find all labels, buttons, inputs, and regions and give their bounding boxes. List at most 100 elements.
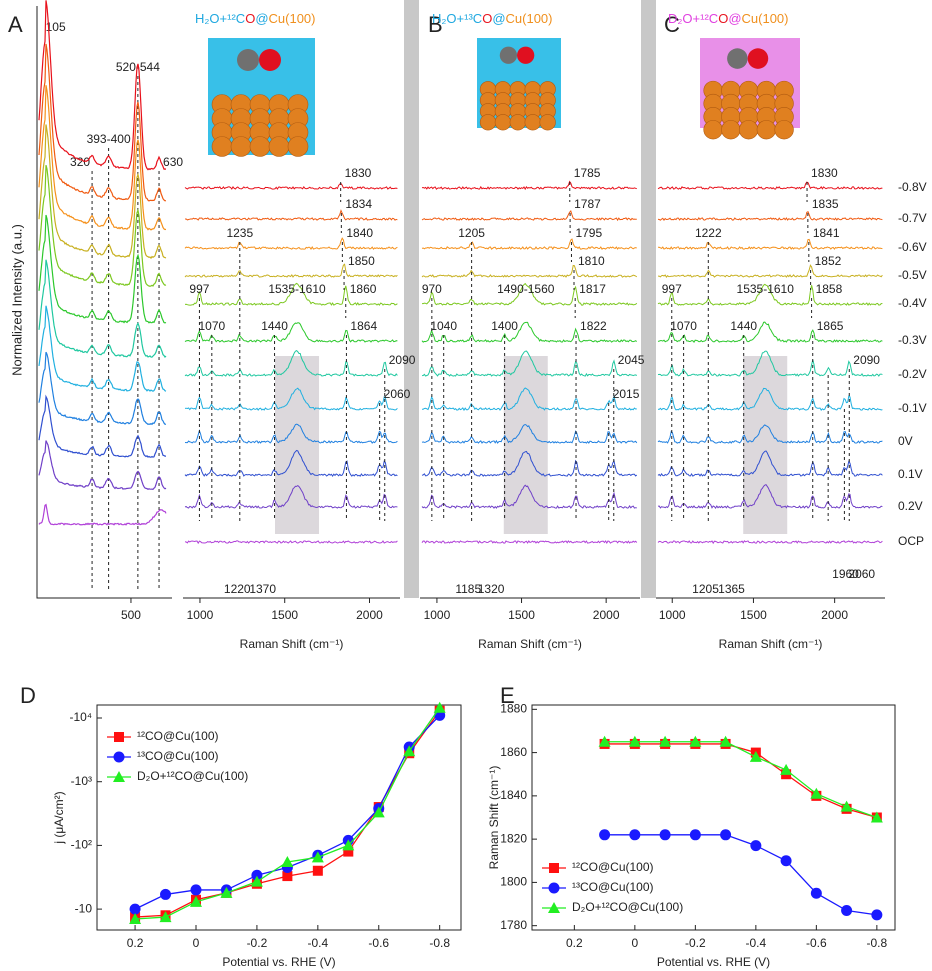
marker [113,771,125,782]
marker [548,882,560,894]
marker [810,887,822,899]
x-tick-label: 0 [632,936,639,950]
spectrum [657,283,883,307]
annotation: 1852 [815,254,842,268]
marker [659,735,672,747]
panel-label: C [664,12,680,37]
potential-label: -0.7V [898,211,927,225]
separator [641,0,656,598]
annotation: 1841 [813,226,840,240]
spectrum [657,350,883,377]
title-part: H₂O+¹³C [432,11,482,26]
x-tick-label: 2000 [593,608,620,622]
low-spectrum [38,394,166,458]
annotation: 1840 [346,226,373,240]
annotation: 1222 [695,226,722,240]
marker [810,787,823,799]
cu-atom [539,114,556,131]
spectrum [185,209,398,221]
marker [720,829,732,841]
annotation: 1535-1610 [268,282,326,296]
x-tick-label: -0.6 [806,936,827,950]
spectrum [184,449,398,478]
spectrum [421,264,638,278]
spectrum [184,183,398,190]
x-tick-label: 1500 [740,608,767,622]
title-part: D₂O+¹²C [668,11,718,26]
marker [841,905,853,917]
spectrum [184,322,398,343]
annotation: 630 [163,155,183,169]
marker [312,865,323,876]
x-tick-label: 0.2 [127,936,144,950]
spectrum [421,484,637,509]
spectrum [657,483,883,509]
marker [372,806,385,818]
y-tick-label: 1880 [500,701,527,715]
cu-atom [287,136,309,157]
title-part: @ [728,11,741,26]
marker [719,735,732,747]
annotation: 1835 [812,197,839,211]
marker [114,732,124,742]
cu-atom [756,120,777,140]
x-tick-label: -0.4 [746,936,767,950]
annotation: 1865 [817,319,844,333]
annotation: 1795 [575,226,602,240]
spectrum [421,424,638,444]
marker [549,863,559,873]
annotation: 2045 [618,353,645,367]
x-axis-label: Potential vs. RHE (V) [657,955,770,969]
spectrum [184,540,398,545]
potential-label: -0.6V [898,240,927,254]
annotation: 1220 [224,582,251,596]
cu-atom [494,114,512,131]
spectrum [657,181,883,190]
spectrum [184,423,398,444]
cu-atom [249,136,271,157]
cu-atom [774,120,794,140]
marker [129,903,141,915]
potential-label: 0.1V [898,467,923,481]
separator [404,0,419,598]
x-tick-label: 1000 [187,608,214,622]
cu-atom [479,114,497,131]
annotation: 1810 [578,254,605,268]
spectrum [421,350,638,377]
marker [113,751,125,763]
low-spectrum [38,305,167,392]
marker [433,701,446,713]
band-shade [743,356,788,534]
cu-atom [211,136,233,157]
potential-label: OCP [898,534,924,548]
title-part: O [482,11,492,26]
x-axis-label: Raman Shift (cm⁻¹) [719,637,823,651]
marker [251,869,263,881]
spectrum [657,424,883,444]
marker [659,829,671,841]
title-part: H₂O+¹²C [195,11,245,26]
annotation: 1830 [811,166,838,180]
c-atom [727,48,748,69]
marker [250,875,263,887]
x-axis-label: Raman Shift (cm⁻¹) [240,637,344,651]
marker [403,745,416,757]
marker [598,735,611,747]
y-tick-label: 1860 [500,745,527,759]
cu-atom [230,136,252,157]
series-line [604,741,878,819]
cu-atom [524,114,541,131]
spectrum [421,321,638,343]
annotation: 1822 [580,319,607,333]
spectrum [658,238,883,250]
c-atom [499,46,518,64]
panel-title: H₂O+¹³CO@Cu(100) [432,11,552,26]
annotation: 1365 [718,582,745,596]
annotation: 1040 [430,319,457,333]
panel-title: D₂O+¹²CO@Cu(100) [668,11,788,26]
potential-label: 0.2V [898,499,923,513]
marker [548,902,560,913]
plot-frame [96,704,462,931]
potential-label: -0.1V [898,401,927,415]
x-axis-label: Potential vs. RHE (V) [222,955,335,969]
